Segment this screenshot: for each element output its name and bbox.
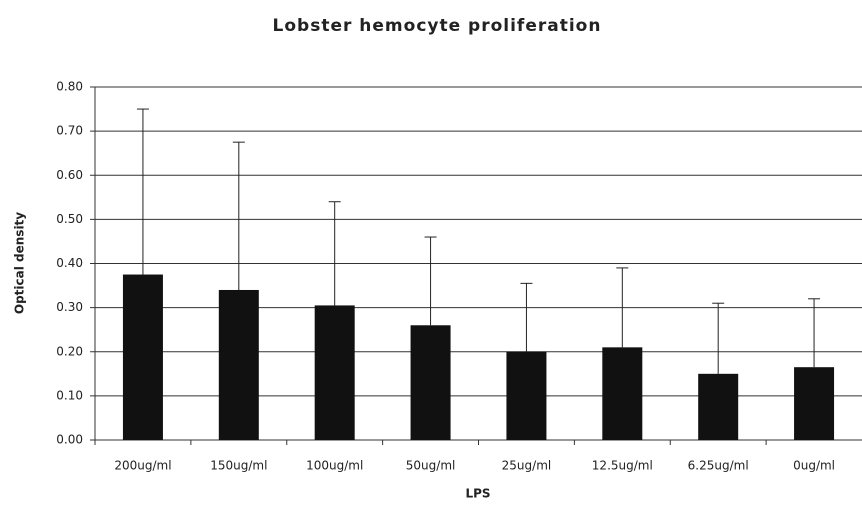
y-tick-label: 0.30 (56, 300, 83, 314)
chart-title: Lobster hemocyte proliferation (273, 16, 602, 36)
bar (794, 367, 835, 440)
bar (314, 305, 355, 440)
bar (122, 274, 163, 440)
x-tick-label: 6.25ug/ml (688, 459, 749, 473)
y-axis-title: Optical density (13, 212, 27, 314)
bar (698, 373, 739, 440)
y-tick-label: 0.50 (56, 212, 83, 226)
bar (218, 289, 259, 440)
y-tick-label: 0.40 (56, 256, 83, 270)
y-tick-label: 0.80 (56, 80, 83, 94)
x-tick-label: 50ug/ml (406, 459, 456, 473)
bar (410, 325, 451, 440)
x-tick-label: 25ug/ml (502, 459, 552, 473)
x-tick-label: 200ug/ml (114, 459, 171, 473)
x-tick-label: 12.5ug/ml (592, 459, 653, 473)
x-axis-title: LPS (465, 487, 490, 501)
x-tick-label: 0ug/ml (793, 459, 835, 473)
bar (602, 347, 643, 440)
y-tick-label: 0.70 (56, 124, 83, 138)
y-tick-label: 0.00 (56, 433, 83, 447)
bar (506, 351, 547, 440)
x-tick-label: 150ug/ml (210, 459, 267, 473)
y-tick-label: 0.20 (56, 344, 83, 358)
y-tick-label: 0.60 (56, 168, 83, 182)
x-tick-label: 100ug/ml (306, 459, 363, 473)
y-tick-label: 0.10 (56, 388, 83, 402)
